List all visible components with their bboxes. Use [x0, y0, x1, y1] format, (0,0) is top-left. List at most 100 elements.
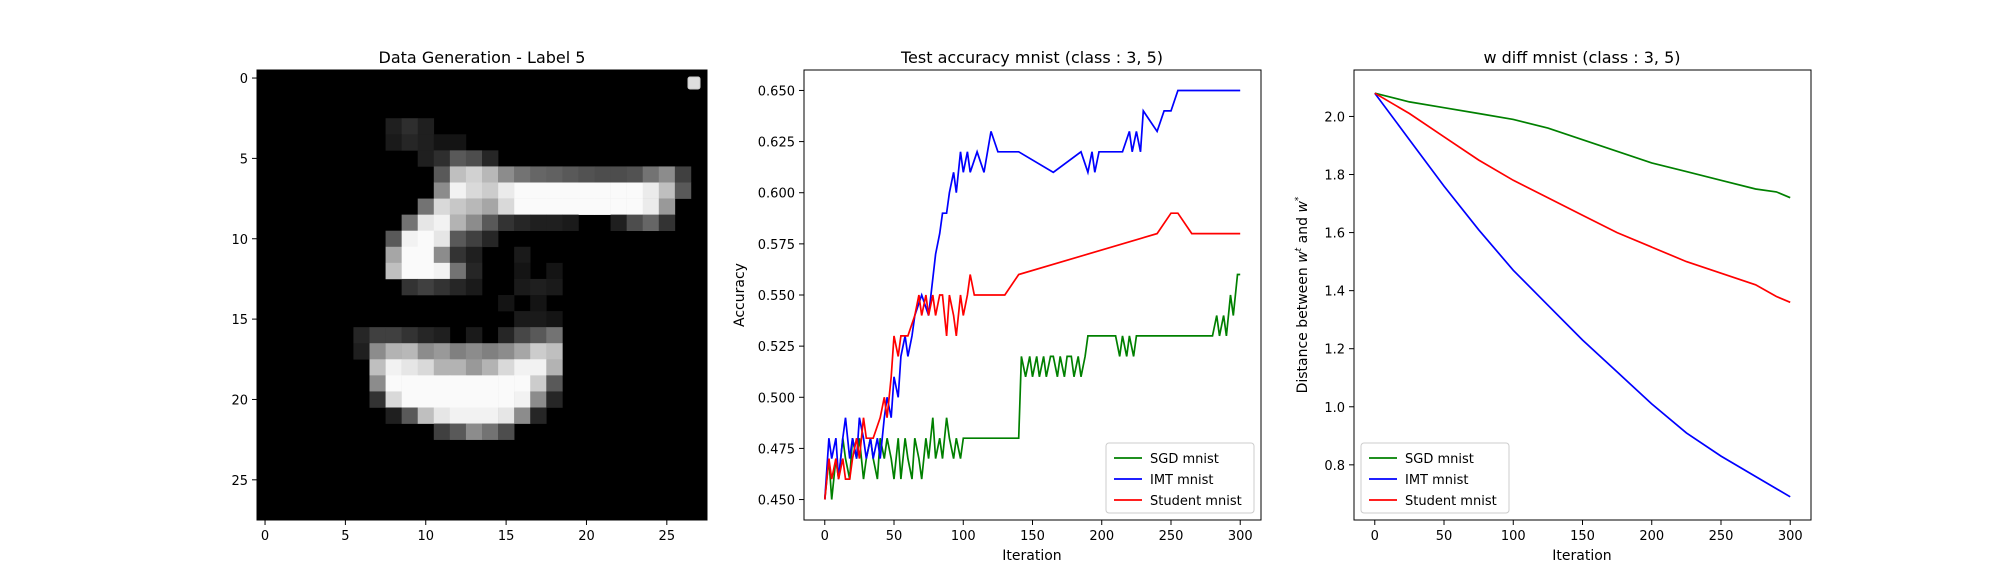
image-pixel — [546, 198, 563, 215]
image-pixel — [482, 166, 499, 183]
x-tick-label: 0 — [821, 529, 829, 544]
panel2-title: Test accuracy mnist (class : 3, 5) — [900, 48, 1163, 67]
image-pixel — [433, 198, 451, 215]
x-tick-label: 250 — [1159, 529, 1184, 544]
panel3-xlabel: Iteration — [1552, 548, 1611, 564]
image-pixel — [449, 375, 467, 392]
image-pixel — [465, 182, 483, 199]
image-pixel — [674, 182, 692, 199]
y-tick-label: 1.4 — [1324, 285, 1345, 300]
image-pixel — [626, 182, 644, 199]
image-pixel — [417, 150, 435, 167]
series-line-sgd-mnist — [1374, 92, 1791, 199]
image-pixel — [530, 182, 547, 199]
image-pixel — [546, 343, 563, 360]
image-pixel — [642, 214, 660, 232]
image-pixel — [401, 262, 419, 280]
image-pixel — [401, 343, 419, 360]
image-pixel — [578, 182, 595, 199]
panel1-y-ticks: 0 5 10 15 20 25 — [231, 72, 257, 489]
x-tick-label: 0 — [261, 529, 269, 544]
y-tick-label: 0.500 — [758, 391, 795, 406]
image-pixel — [514, 359, 531, 376]
image-pixel — [546, 359, 563, 376]
image-pixel — [514, 278, 531, 296]
image-pixel — [401, 407, 419, 424]
image-pixel — [449, 166, 467, 183]
y-tick-label: 0.475 — [758, 442, 795, 457]
image-pixel — [401, 118, 419, 135]
panel-w-diff: w diff mnist (class : 3, 5) 0 50 100 150 200… — [1294, 48, 1812, 564]
image-pixel — [401, 230, 419, 248]
image-pixel — [642, 166, 660, 183]
x-tick-label: 300 — [1778, 529, 1803, 544]
image-pixel — [401, 359, 419, 376]
x-tick-label: 50 — [886, 529, 903, 544]
image-pixel — [417, 230, 435, 248]
image-pixel — [530, 343, 547, 360]
panel1-x-ticks: 0 5 10 15 20 25 — [261, 520, 675, 544]
image-pixel — [449, 262, 467, 280]
image-pixel — [514, 391, 531, 408]
image-pixel — [449, 423, 467, 440]
image-pixel — [417, 278, 435, 296]
image-pixel — [417, 359, 435, 376]
image-pixel — [610, 166, 627, 183]
image-pixel — [353, 343, 370, 360]
x-tick-label: 250 — [1709, 529, 1734, 544]
image-pixel — [465, 198, 483, 215]
image-pixel — [482, 198, 499, 215]
y-tick-label: 0.625 — [758, 136, 795, 151]
image-pixel — [482, 150, 499, 167]
series-line-imt-mnist — [1374, 92, 1791, 498]
x-tick-label: 0 — [1371, 529, 1379, 544]
image-pixel — [385, 391, 402, 408]
image-pixel — [433, 359, 451, 376]
image-pixel — [610, 182, 627, 199]
image-pixel — [658, 166, 676, 183]
image-pixel — [562, 166, 579, 183]
image-pixel — [498, 198, 515, 215]
image-pixel — [417, 343, 435, 360]
image-pixel — [385, 262, 402, 280]
image-pixel — [449, 182, 467, 199]
image-pixel — [449, 246, 467, 264]
image-pixel — [433, 166, 451, 183]
image-pixel — [385, 359, 402, 376]
image-pixel — [498, 359, 515, 376]
image-pixel — [449, 230, 467, 248]
image-pixel — [465, 407, 483, 424]
image-pixel — [369, 327, 386, 344]
image-pixel — [433, 278, 451, 296]
image-pixel — [578, 198, 595, 215]
panel3-series — [1374, 92, 1791, 498]
image-pixel — [482, 423, 499, 440]
image-pixel — [433, 246, 451, 264]
image-pixel — [433, 182, 451, 199]
image-pixel — [514, 343, 531, 360]
legend-label: Student mnist — [1405, 494, 1497, 509]
image-pixel — [642, 198, 660, 215]
image-pixel — [546, 214, 563, 232]
image-pixel — [449, 359, 467, 376]
image-pixel — [498, 343, 515, 360]
image-pixel — [433, 423, 451, 440]
y-tick-label: 1.2 — [1324, 343, 1345, 358]
image-pixel — [465, 359, 483, 376]
legend-label: IMT mnist — [1150, 473, 1214, 488]
image-pixel — [610, 198, 627, 215]
y-tick-label: 0.450 — [758, 494, 795, 509]
image-pixel — [401, 327, 419, 344]
image-pixel — [465, 327, 483, 344]
image-pixel — [498, 166, 515, 183]
image-pixel — [498, 214, 515, 232]
image-pixel — [546, 166, 563, 183]
image-pixel — [514, 198, 531, 215]
image-pixel — [674, 166, 692, 183]
image-pixel — [433, 214, 451, 232]
image-pixel — [498, 407, 515, 424]
image-pixel — [546, 311, 563, 328]
image-pixel — [546, 278, 563, 296]
image-pixel — [433, 262, 451, 280]
image-pixel — [546, 327, 563, 344]
